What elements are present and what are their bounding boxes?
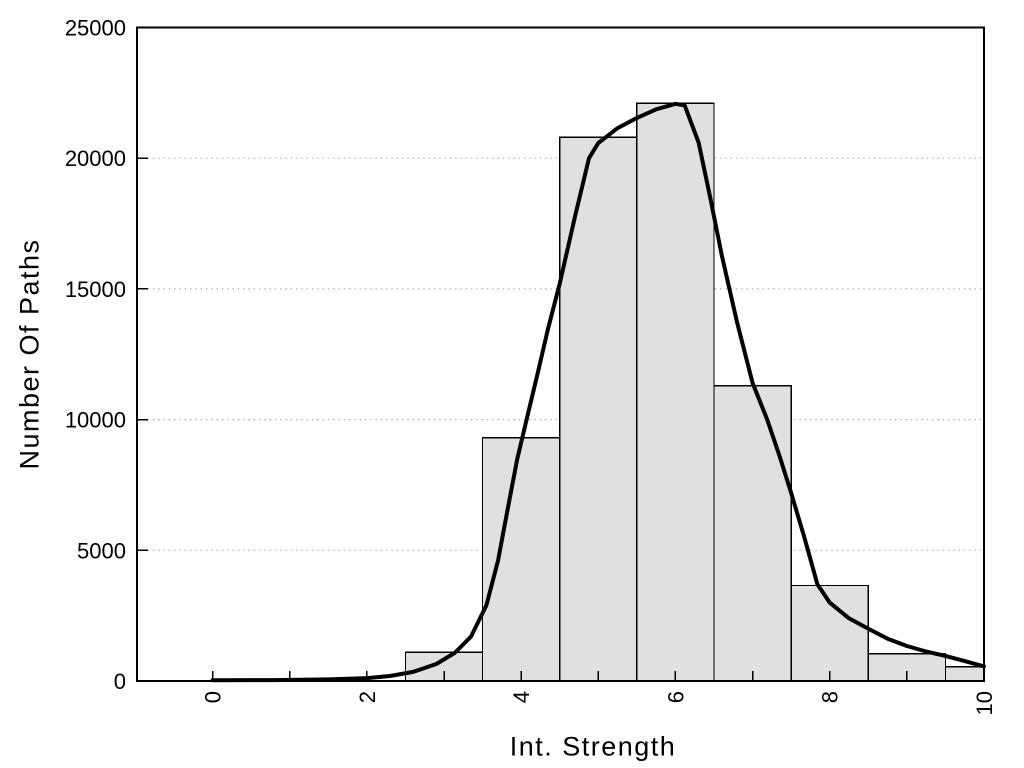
x-tick-label: 0 [201,691,226,703]
histogram-bar [713,384,792,682]
y-tick-label: 10000 [65,408,126,433]
y-tick-label: 15000 [65,277,126,302]
y-tick-label: 20000 [65,146,126,171]
x-tick-label: 10 [972,691,997,715]
y-tick-label: 0 [114,669,126,694]
x-tick-label: 6 [663,691,688,703]
density-curve [210,101,986,683]
x-tick-label: 2 [355,691,380,703]
histogram-bar [944,666,985,682]
x-axis-title: Int. Strength [509,731,677,762]
plot-frame [136,26,985,682]
histogram-bar [481,437,561,682]
x-tick-label: 8 [818,691,843,703]
y-axis-title: Number Of Paths [14,238,45,470]
y-tick-label: 5000 [77,538,126,563]
histogram-bar [559,136,638,682]
y-tick-label: 25000 [65,16,126,41]
histogram-bar [636,102,715,682]
x-tick-label: 4 [509,691,534,703]
